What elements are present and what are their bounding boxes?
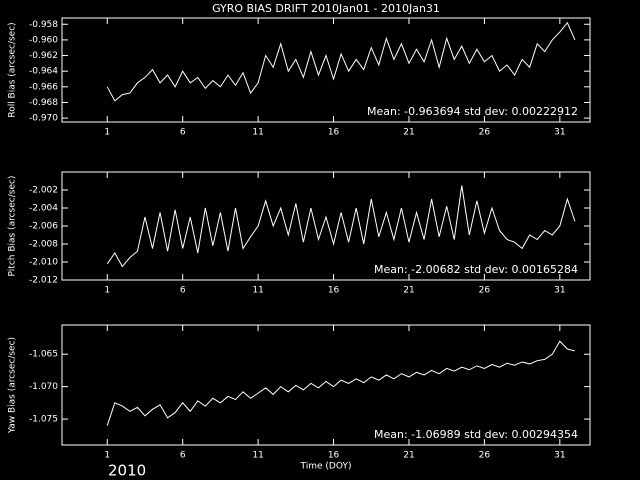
data-line [106,340,576,426]
x-tick-label: 11 [252,451,263,461]
x-tick-label: 6 [180,286,186,296]
plot-frame [61,324,591,446]
y-tick-label: -0.968 [29,98,58,108]
y-tick-label: -0.958 [29,20,58,30]
x-tick-label: 11 [252,128,263,138]
y-tick-label: -0.966 [29,82,58,92]
y-axis-label: Roll Bias (arcsec/sec) [8,22,18,117]
x-tick-label: 21 [403,128,414,138]
y-tick-label: -0.970 [29,114,58,124]
x-tick-label: 11 [252,286,263,296]
y-tick-label: -1.075 [29,415,58,425]
x-tick-label: 31 [554,286,565,296]
x-tick-label: 6 [180,128,186,138]
y-axis-label: Pitch Bias (arcsec/sec) [8,176,18,277]
x-tick-label: 31 [554,128,565,138]
chart-title: GYRO BIAS DRIFT 2010Jan01 - 2010Jan31 [212,2,440,15]
y-tick-label: -0.960 [29,35,58,45]
x-tick-label: 26 [479,128,491,138]
x-tick-label: 21 [403,451,414,461]
x-tick-label: 6 [180,451,186,461]
x-tick-label: 16 [328,128,340,138]
x-tick-label: 21 [403,286,414,296]
x-tick-label: 1 [104,286,110,296]
x-axis-label: Time (DOY) [300,462,352,472]
x-tick-label: 1 [104,128,110,138]
y-tick-label: -2.004 [29,204,58,214]
y-tick-label: -2.012 [29,276,58,286]
x-tick-label: 16 [328,451,340,461]
plot-frame [61,17,591,123]
stats-annotation: Mean: -0.963694 std dev: 0.00222912 [367,105,578,118]
y-tick-label: -2.002 [29,186,58,196]
x-tick-label: 31 [554,451,565,461]
data-line [106,185,576,268]
y-tick-label: -0.964 [29,67,58,77]
x-tick-label: 26 [479,286,491,296]
stats-annotation: Mean: -1.06989 std dev: 0.00294354 [374,428,578,441]
y-tick-label: -2.008 [29,240,58,250]
y-tick-label: -1.070 [29,382,58,392]
x-tick-label: 1 [104,451,110,461]
data-line [106,21,576,102]
year-label: 2010 [108,462,146,480]
y-tick-label: -2.010 [29,258,58,268]
x-tick-label: 26 [479,451,491,461]
y-axis-label: Yaw Bias (arcsec/sec) [8,337,18,434]
y-tick-label: -0.962 [29,51,58,61]
y-tick-label: -1.065 [29,350,58,360]
x-tick-label: 16 [328,286,340,296]
stats-annotation: Mean: -2.00682 std dev: 0.00165284 [374,263,578,276]
y-tick-label: -2.006 [29,222,58,232]
